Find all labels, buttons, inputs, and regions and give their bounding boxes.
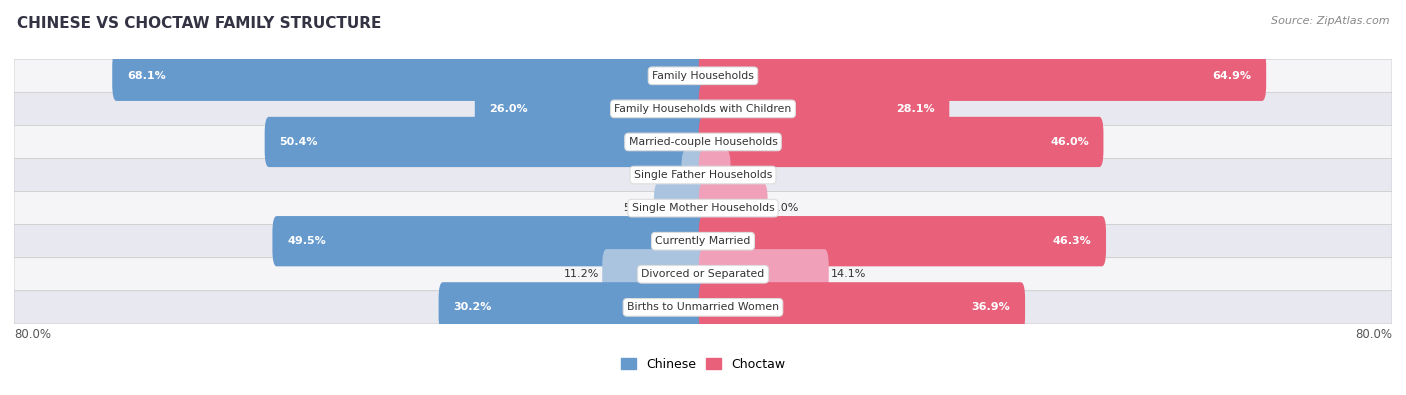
Text: 30.2%: 30.2% <box>453 302 492 312</box>
FancyBboxPatch shape <box>14 92 1392 126</box>
Text: 14.1%: 14.1% <box>831 269 866 279</box>
Text: CHINESE VS CHOCTAW FAMILY STRUCTURE: CHINESE VS CHOCTAW FAMILY STRUCTURE <box>17 16 381 31</box>
Legend: Chinese, Choctaw: Chinese, Choctaw <box>616 353 790 376</box>
Text: 28.1%: 28.1% <box>896 104 935 114</box>
FancyBboxPatch shape <box>14 291 1392 324</box>
Text: Births to Unmarried Women: Births to Unmarried Women <box>627 302 779 312</box>
Text: 11.2%: 11.2% <box>564 269 599 279</box>
FancyBboxPatch shape <box>14 158 1392 192</box>
Text: 26.0%: 26.0% <box>489 104 529 114</box>
Text: 46.3%: 46.3% <box>1053 236 1091 246</box>
FancyBboxPatch shape <box>654 183 707 233</box>
Text: 64.9%: 64.9% <box>1212 71 1251 81</box>
FancyBboxPatch shape <box>439 282 707 333</box>
FancyBboxPatch shape <box>699 84 949 134</box>
Text: 7.0%: 7.0% <box>770 203 799 213</box>
FancyBboxPatch shape <box>273 216 707 266</box>
Text: Single Mother Households: Single Mother Households <box>631 203 775 213</box>
FancyBboxPatch shape <box>14 225 1392 258</box>
Text: 5.2%: 5.2% <box>623 203 651 213</box>
FancyBboxPatch shape <box>699 183 768 233</box>
Text: Married-couple Households: Married-couple Households <box>628 137 778 147</box>
FancyBboxPatch shape <box>475 84 707 134</box>
Text: 68.1%: 68.1% <box>127 71 166 81</box>
Text: 2.7%: 2.7% <box>733 170 762 180</box>
FancyBboxPatch shape <box>14 192 1392 225</box>
FancyBboxPatch shape <box>14 59 1392 92</box>
FancyBboxPatch shape <box>602 249 707 299</box>
Text: Source: ZipAtlas.com: Source: ZipAtlas.com <box>1271 16 1389 26</box>
Text: 2.0%: 2.0% <box>651 170 679 180</box>
Text: Family Households: Family Households <box>652 71 754 81</box>
FancyBboxPatch shape <box>699 282 1025 333</box>
Text: Single Father Households: Single Father Households <box>634 170 772 180</box>
Text: 80.0%: 80.0% <box>1355 328 1392 341</box>
Text: 49.5%: 49.5% <box>287 236 326 246</box>
FancyBboxPatch shape <box>14 126 1392 158</box>
Text: Currently Married: Currently Married <box>655 236 751 246</box>
FancyBboxPatch shape <box>112 51 707 101</box>
Text: Family Households with Children: Family Households with Children <box>614 104 792 114</box>
Text: 50.4%: 50.4% <box>280 137 318 147</box>
FancyBboxPatch shape <box>699 117 1104 167</box>
Text: 36.9%: 36.9% <box>972 302 1011 312</box>
FancyBboxPatch shape <box>699 249 828 299</box>
Text: 46.0%: 46.0% <box>1050 137 1088 147</box>
FancyBboxPatch shape <box>682 150 707 200</box>
FancyBboxPatch shape <box>14 258 1392 291</box>
Text: Divorced or Separated: Divorced or Separated <box>641 269 765 279</box>
FancyBboxPatch shape <box>699 216 1107 266</box>
FancyBboxPatch shape <box>264 117 707 167</box>
Text: 80.0%: 80.0% <box>14 328 51 341</box>
FancyBboxPatch shape <box>699 51 1267 101</box>
FancyBboxPatch shape <box>699 150 731 200</box>
